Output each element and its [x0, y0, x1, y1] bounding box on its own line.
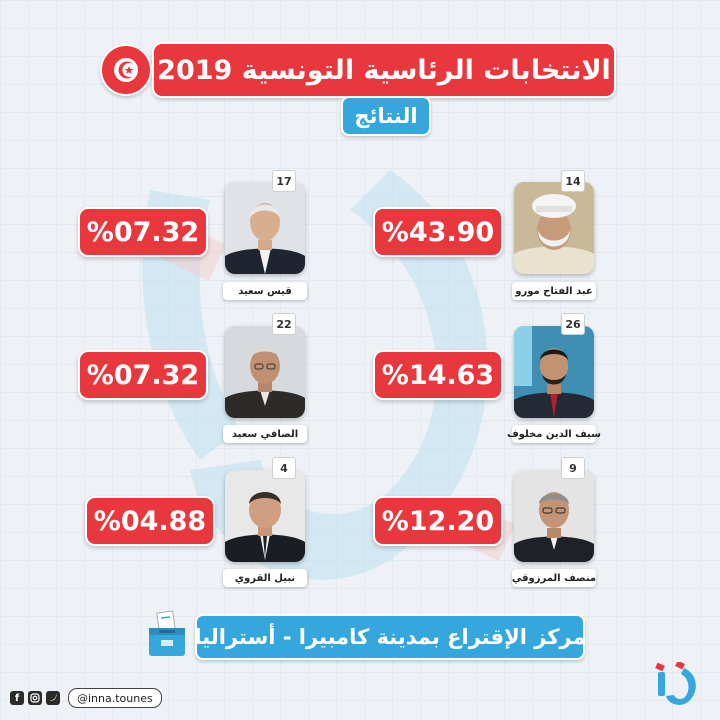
candidate-name: الصافي سعيد	[223, 425, 307, 443]
candidate-number-badge: 26	[561, 313, 585, 335]
candidate-photo-suit	[514, 470, 594, 562]
candidate-name: عبد الفتاح مورو	[512, 282, 596, 300]
candidate-percent: %43.90	[373, 207, 503, 257]
facebook-icon[interactable]: f	[10, 691, 24, 705]
social-handle[interactable]: @inna.tounes	[68, 688, 162, 708]
candidate-photo-grey-hair	[225, 326, 305, 418]
instagram-icon[interactable]	[28, 691, 42, 705]
candidate-name: نبيل القروي	[223, 569, 307, 587]
candidate-number-badge: 22	[272, 313, 296, 335]
candidate-percent: %12.20	[373, 496, 503, 546]
candidate-photo-suit	[225, 182, 305, 274]
candidate-name: منصف المرزوقي	[512, 569, 596, 587]
candidate-number-badge: 17	[272, 170, 296, 192]
candidate-number-badge: 9	[561, 457, 585, 479]
inna-logo-icon	[655, 662, 696, 705]
candidate-name: قيس سعيد	[223, 282, 307, 300]
tunisia-flag-icon	[100, 44, 152, 96]
social-bar: f @inna.tounes	[10, 688, 162, 708]
candidate-photo-suit	[225, 470, 305, 562]
polling-location: مركز الإقتراع بمدينة كامبيرا - أستراليا	[194, 614, 586, 660]
ballot-box-icon	[149, 610, 185, 656]
page-subtitle: النتائج	[341, 96, 431, 136]
page-title: الانتخابات الرئاسية التونسية 2019	[152, 42, 616, 98]
candidate-percent: %04.88	[85, 496, 215, 546]
candidate-percent: %07.32	[78, 207, 208, 257]
candidate-photo-turban	[514, 182, 594, 274]
candidate-percent: %07.32	[78, 350, 208, 400]
candidate-photo-suit	[514, 326, 594, 418]
twitter-icon[interactable]	[46, 691, 60, 705]
candidate-percent: %14.63	[373, 350, 503, 400]
candidate-number-badge: 4	[272, 457, 296, 479]
candidate-name: سيف الدين مخلوف	[507, 425, 601, 443]
candidate-number-badge: 14	[561, 170, 585, 192]
